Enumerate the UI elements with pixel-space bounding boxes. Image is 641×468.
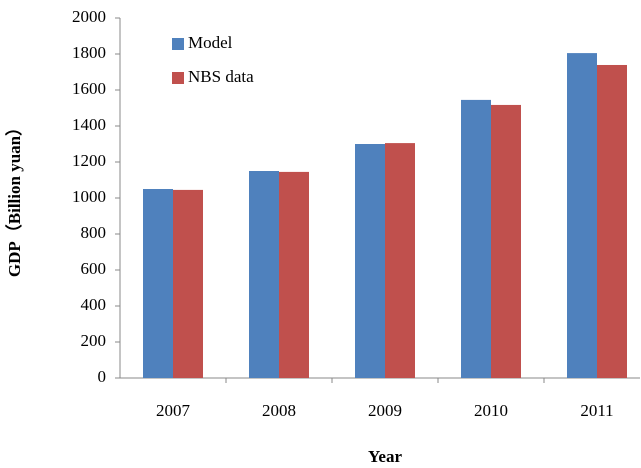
y-tick-label: 800 <box>81 223 107 242</box>
legend-swatch <box>172 72 184 84</box>
bar <box>279 171 309 378</box>
x-tick-label: 2007 <box>156 401 191 420</box>
legend-label: NBS data <box>188 67 254 86</box>
y-tick-label: 400 <box>81 295 107 314</box>
x-tick-label: 2008 <box>262 401 296 420</box>
bar <box>597 64 627 378</box>
y-axis-label: GDP（Billion yuan） <box>4 119 24 277</box>
x-tick-label: 2010 <box>474 401 508 420</box>
bar <box>567 53 597 378</box>
bar <box>491 104 521 378</box>
y-tick-label: 1000 <box>72 187 106 206</box>
x-axis-label: Year <box>368 447 402 466</box>
bar <box>355 144 385 378</box>
y-tick-label: 600 <box>81 259 107 278</box>
y-tick-label: 1600 <box>72 79 106 98</box>
y-tick-label: 1400 <box>72 115 106 134</box>
x-tick-label: 2011 <box>580 401 613 420</box>
bar <box>385 143 415 378</box>
legend-swatch <box>172 38 184 50</box>
legend-label: Model <box>188 33 233 52</box>
x-tick-label: 2009 <box>368 401 402 420</box>
y-tick-label: 1200 <box>72 151 106 170</box>
bar <box>461 99 491 379</box>
bar <box>249 171 279 378</box>
y-tick-label: 0 <box>98 367 107 386</box>
y-tick-label: 2000 <box>72 7 106 26</box>
bar <box>173 189 203 378</box>
bar <box>143 189 173 378</box>
y-tick-label: 1800 <box>72 43 106 62</box>
y-tick-label: 200 <box>81 331 107 350</box>
